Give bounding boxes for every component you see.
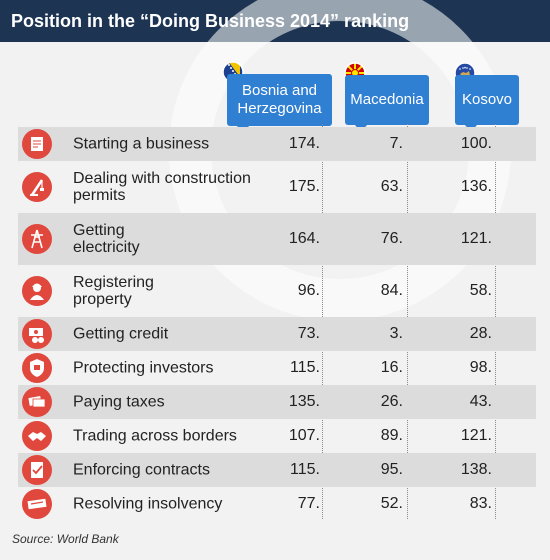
chart-title: Position in the “Doing Business 2014” ra… bbox=[11, 11, 410, 31]
value-bosnia: 135. bbox=[288, 393, 320, 410]
value-macedonia: 76. bbox=[380, 230, 403, 247]
row-label-line: permits bbox=[73, 187, 126, 204]
row-label: Protecting investors bbox=[73, 360, 288, 377]
value-kosovo: 43. bbox=[469, 393, 492, 410]
row-label: Paying taxes bbox=[73, 394, 288, 411]
power-tower-icon bbox=[22, 224, 52, 254]
value-bosnia: 175. bbox=[288, 178, 320, 195]
shield-icon bbox=[22, 353, 52, 383]
row-label: Getting credit bbox=[73, 326, 288, 343]
value-kosovo: 136. bbox=[460, 178, 492, 195]
table-row: Getting credit 73. 3. 28. bbox=[18, 317, 536, 351]
value-kosovo: 28. bbox=[469, 325, 492, 342]
bankruptcy-stamp-icon bbox=[22, 489, 52, 519]
value-bosnia: 174. bbox=[288, 135, 320, 152]
table-row: Dealing with construction permits 175. 63. 1… bbox=[18, 161, 536, 213]
value-kosovo: 100. bbox=[460, 135, 492, 152]
value-kosovo: 58. bbox=[469, 282, 492, 299]
handshake-icon bbox=[22, 421, 52, 451]
table-row: Protecting investors 115. 16. 98. bbox=[18, 351, 536, 385]
row-label: Dealing with construction permits bbox=[73, 170, 288, 204]
contract-icon bbox=[22, 455, 52, 485]
table-row: Registering property 96. 84. 58. bbox=[18, 265, 536, 317]
row-label-line: Enforcing contracts bbox=[73, 461, 210, 479]
value-macedonia: 89. bbox=[380, 427, 403, 444]
value-macedonia: 26. bbox=[380, 393, 403, 410]
table-row: Getting electricity 164. 76. 121. bbox=[18, 213, 536, 265]
value-kosovo: 121. bbox=[460, 230, 492, 247]
row-label: Getting electricity bbox=[73, 222, 288, 256]
value-macedonia: 7. bbox=[389, 135, 403, 152]
worker-icon bbox=[22, 276, 52, 306]
value-macedonia: 16. bbox=[380, 359, 403, 376]
value-bosnia: 107. bbox=[288, 427, 320, 444]
table-row: Paying taxes 135. 26. 43. bbox=[18, 385, 536, 419]
row-label-line: Starting a business bbox=[73, 135, 210, 153]
crane-icon bbox=[22, 172, 52, 202]
table-row: Enforcing contracts 115. 95. 138. bbox=[18, 453, 536, 487]
column-header-bosnia-line1: Bosnia and bbox=[241, 82, 318, 99]
row-label-line: Getting bbox=[73, 222, 125, 239]
value-kosovo: 98. bbox=[469, 359, 492, 376]
column-header-kosovo-label: Kosovo bbox=[461, 91, 513, 108]
value-bosnia: 115. bbox=[290, 461, 320, 478]
column-header-macedonia-label: Macedonia bbox=[350, 91, 424, 108]
row-label: Enforcing contracts bbox=[73, 462, 288, 479]
value-bosnia: 96. bbox=[297, 282, 320, 299]
row-label: Starting a business bbox=[73, 136, 288, 153]
row-label-line: electricity bbox=[73, 239, 140, 256]
row-label-line: Dealing with construction bbox=[73, 170, 251, 187]
value-macedonia: 84. bbox=[380, 282, 403, 299]
row-label-line: property bbox=[73, 291, 132, 308]
column-header-macedonia: Macedonia bbox=[345, 75, 429, 132]
money-icon bbox=[22, 319, 52, 349]
value-bosnia: 115. bbox=[290, 359, 320, 376]
column-header-bosnia: Bosnia and Herzegovina bbox=[227, 74, 332, 133]
row-label-line: Getting credit bbox=[73, 325, 169, 343]
row-label: Trading across borders bbox=[73, 428, 288, 445]
row-label-line: Paying taxes bbox=[73, 393, 165, 411]
value-bosnia: 73. bbox=[297, 325, 320, 342]
row-label-line: Protecting investors bbox=[73, 359, 214, 377]
value-bosnia: 164. bbox=[288, 230, 320, 247]
row-label-line: Resolving insolvency bbox=[73, 495, 223, 513]
value-kosovo: 138. bbox=[460, 461, 492, 478]
column-header-kosovo: Kosovo bbox=[455, 75, 519, 132]
value-macedonia: 95. bbox=[380, 461, 403, 478]
banknotes-icon bbox=[22, 387, 52, 417]
row-label-line: Registering bbox=[73, 274, 154, 291]
value-bosnia: 77. bbox=[297, 495, 320, 512]
title-bar: Position in the “Doing Business 2014” ra… bbox=[0, 0, 550, 42]
value-macedonia: 3. bbox=[389, 325, 403, 342]
row-label: Resolving insolvency bbox=[73, 496, 288, 513]
value-kosovo: 83. bbox=[469, 495, 492, 512]
source-note: Source: World Bank bbox=[12, 532, 119, 546]
table-row: Resolving insolvency 77. 52. 83. bbox=[18, 487, 536, 521]
row-label: Registering property bbox=[73, 274, 288, 308]
table-row: Trading across borders 107. 89. 121. bbox=[18, 419, 536, 453]
value-macedonia: 52. bbox=[380, 495, 403, 512]
row-label-line: Trading across borders bbox=[73, 427, 237, 445]
table-row: Starting a business 174. 7. 100. bbox=[18, 127, 536, 161]
value-macedonia: 63. bbox=[380, 178, 403, 195]
column-header-bosnia-line2: Herzegovina bbox=[237, 100, 322, 117]
document-icon bbox=[22, 129, 52, 159]
value-kosovo: 121. bbox=[460, 427, 492, 444]
